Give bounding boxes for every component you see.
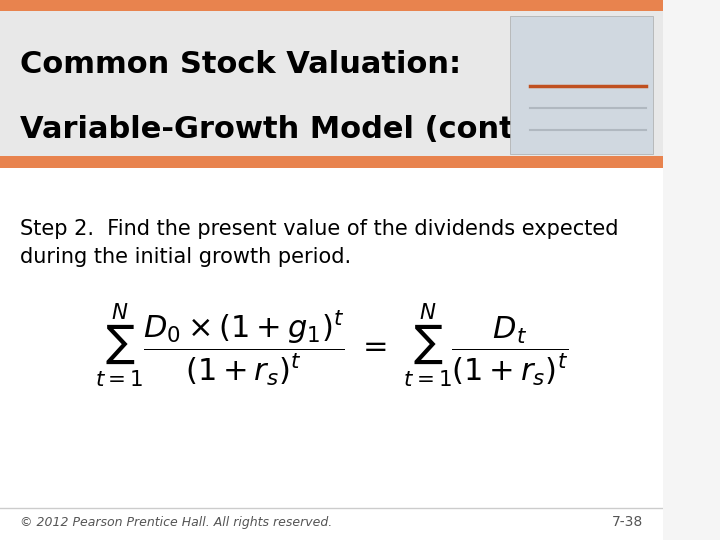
Text: 7-38: 7-38 [611,515,643,529]
FancyBboxPatch shape [0,156,662,162]
Text: Common Stock Valuation:: Common Stock Valuation: [20,50,461,79]
Text: Step 2.  Find the present value of the dividends expected
during the initial gro: Step 2. Find the present value of the di… [20,219,618,267]
FancyBboxPatch shape [0,156,662,162]
FancyBboxPatch shape [510,16,653,154]
FancyBboxPatch shape [0,168,662,540]
FancyBboxPatch shape [0,0,662,162]
Text: Variable-Growth Model (cont.): Variable-Growth Model (cont.) [20,115,539,144]
FancyBboxPatch shape [0,0,662,11]
FancyBboxPatch shape [0,162,662,168]
Text: $\sum_{t=1}^{N} \dfrac{D_0 \times (1 + g_1)^t}{(1 + r_s)^t} \ = \ \sum_{t=1}^{N}: $\sum_{t=1}^{N} \dfrac{D_0 \times (1 + g… [95,301,568,390]
Text: © 2012 Pearson Prentice Hall. All rights reserved.: © 2012 Pearson Prentice Hall. All rights… [20,516,332,529]
